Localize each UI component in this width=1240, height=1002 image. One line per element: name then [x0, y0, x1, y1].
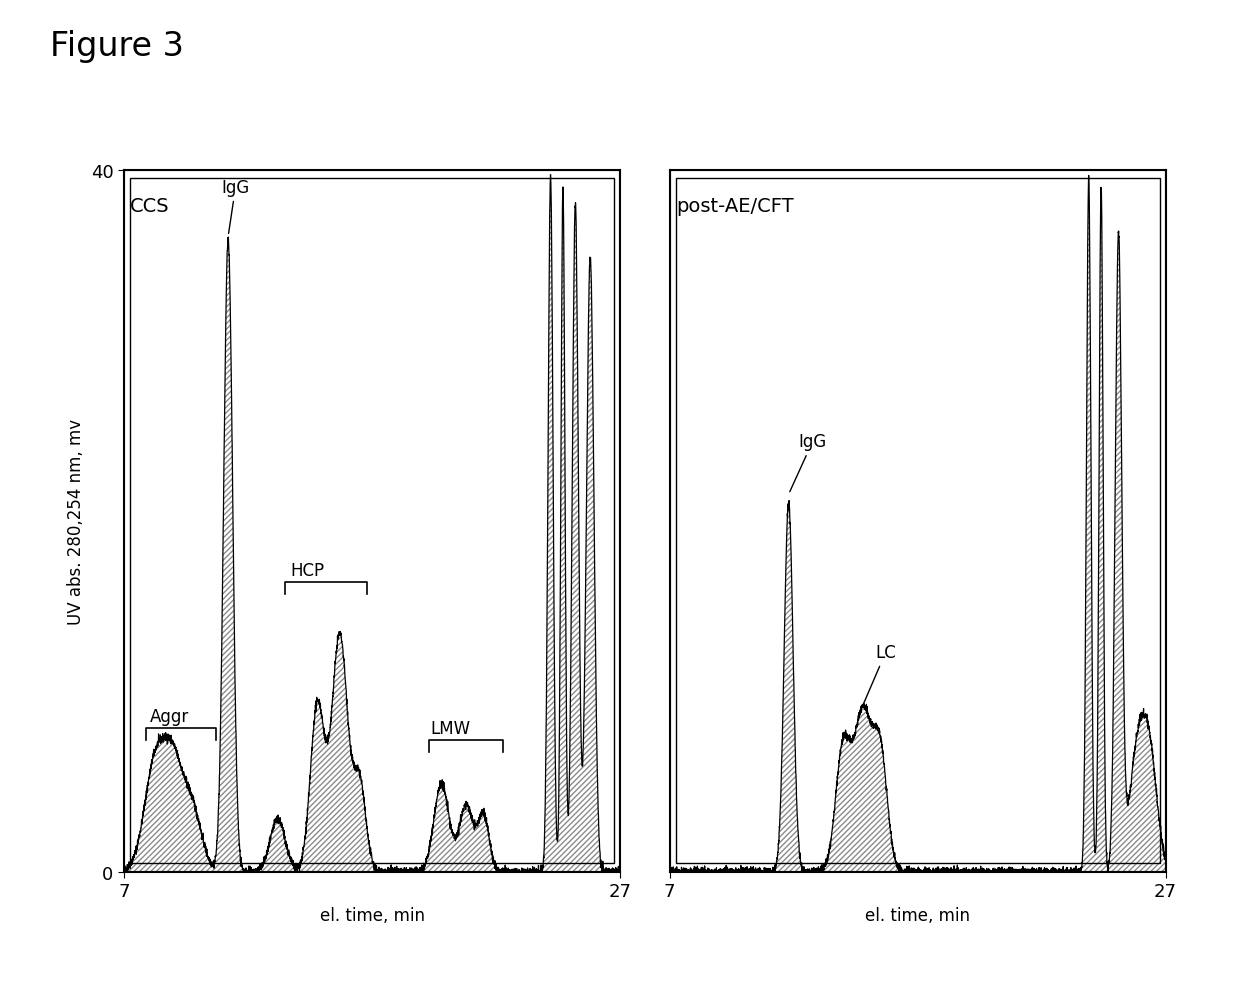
Text: LC: LC — [864, 643, 897, 702]
Y-axis label: UV abs. 280,254 nm, mv: UV abs. 280,254 nm, mv — [67, 418, 86, 624]
X-axis label: el. time, min: el. time, min — [866, 906, 970, 924]
X-axis label: el. time, min: el. time, min — [320, 906, 424, 924]
Text: Figure 3: Figure 3 — [50, 30, 184, 63]
Text: LMW: LMW — [430, 719, 470, 737]
Text: CCS: CCS — [130, 196, 170, 215]
Text: IgG: IgG — [222, 178, 249, 234]
Text: IgG: IgG — [790, 433, 827, 492]
Text: post-AE/CFT: post-AE/CFT — [676, 196, 794, 215]
Text: HCP: HCP — [290, 562, 325, 580]
Text: Aggr: Aggr — [150, 707, 190, 725]
